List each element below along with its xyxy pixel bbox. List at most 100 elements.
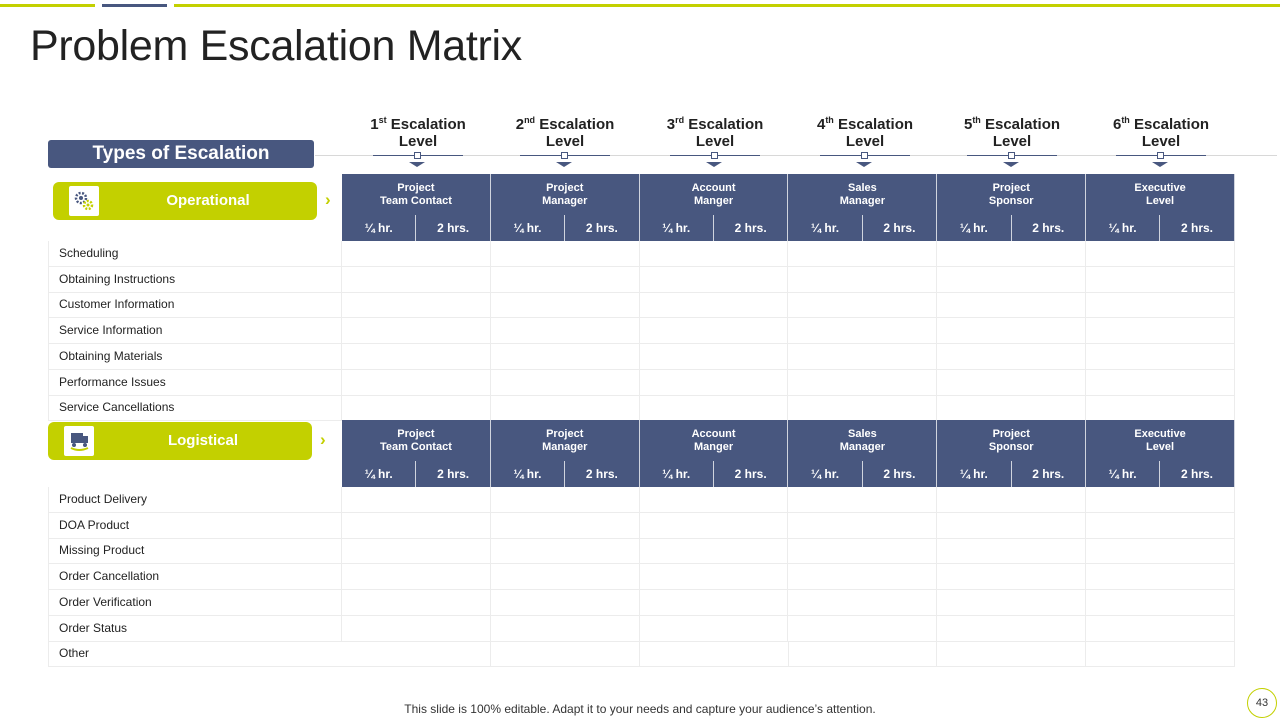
table-cell[interactable] xyxy=(937,369,1087,396)
table-cell[interactable] xyxy=(1086,487,1235,513)
table-cell[interactable] xyxy=(342,395,491,422)
table-cell[interactable] xyxy=(490,266,640,293)
table-cell[interactable] xyxy=(788,395,938,422)
table-cell[interactable] xyxy=(490,369,640,396)
table-cell[interactable] xyxy=(937,241,1087,267)
table-cell[interactable] xyxy=(937,512,1087,539)
table-cell[interactable] xyxy=(342,487,491,513)
table-cell[interactable] xyxy=(937,292,1087,319)
table-cell[interactable] xyxy=(1086,512,1235,539)
table-cell[interactable] xyxy=(639,241,789,267)
table-cell[interactable] xyxy=(490,538,640,565)
table-cell[interactable] xyxy=(937,343,1087,370)
category-pill: Logistical xyxy=(48,422,312,460)
table-cell[interactable] xyxy=(490,292,640,319)
table-cell[interactable] xyxy=(788,241,938,267)
table-cell[interactable] xyxy=(788,487,938,513)
table-cell[interactable] xyxy=(639,538,789,565)
table-cell[interactable] xyxy=(639,615,789,642)
table-cell[interactable] xyxy=(937,318,1087,345)
table-cell[interactable] xyxy=(490,395,640,422)
table-cell[interactable] xyxy=(490,241,640,267)
table-cell[interactable] xyxy=(1086,266,1235,293)
table-cell[interactable] xyxy=(1086,395,1235,422)
table-cell[interactable] xyxy=(639,369,789,396)
table-cell[interactable] xyxy=(639,318,789,345)
table-cell[interactable] xyxy=(937,564,1087,591)
down-arrow-icon xyxy=(409,162,425,167)
table-cell[interactable] xyxy=(937,538,1087,565)
table-cell[interactable] xyxy=(788,615,938,642)
table-cell[interactable] xyxy=(1086,292,1235,319)
table-cell[interactable] xyxy=(639,292,789,319)
role-name: Executive Level xyxy=(1134,181,1186,207)
table-cell[interactable] xyxy=(490,318,640,345)
table-cell[interactable] xyxy=(342,512,491,539)
table-cell[interactable] xyxy=(937,395,1087,422)
table-cell[interactable] xyxy=(1086,241,1235,267)
table-cell[interactable] xyxy=(1086,538,1235,565)
table-cell[interactable] xyxy=(639,641,789,668)
table-cell[interactable] xyxy=(1086,615,1235,642)
level-line1: Escalation xyxy=(688,116,764,133)
role-name: Project Manager xyxy=(542,181,588,207)
level-line1: Escalation xyxy=(390,116,466,133)
category-label: Operational xyxy=(166,192,250,209)
table-cell[interactable] xyxy=(1086,641,1236,668)
table-cell[interactable] xyxy=(342,292,491,319)
table-cell[interactable] xyxy=(937,266,1087,293)
table-cell[interactable] xyxy=(342,318,491,345)
table-cell[interactable] xyxy=(937,589,1087,616)
table-cell[interactable] xyxy=(1086,369,1235,396)
table-cell[interactable] xyxy=(788,369,938,396)
table-cell[interactable] xyxy=(1086,564,1235,591)
table-cell[interactable] xyxy=(342,266,491,293)
table-cell[interactable] xyxy=(342,589,491,616)
table-cell[interactable] xyxy=(788,318,938,345)
table-cell[interactable] xyxy=(639,395,789,422)
table-cell[interactable] xyxy=(1086,343,1235,370)
table-cell[interactable] xyxy=(490,615,640,642)
escalation-level-label: 2nd Escalation Level xyxy=(490,112,640,150)
level-line2: Level xyxy=(845,133,885,150)
table-cell[interactable] xyxy=(788,641,938,668)
table-cell[interactable] xyxy=(788,564,938,591)
table-cell[interactable] xyxy=(788,266,938,293)
table-cell[interactable] xyxy=(342,564,491,591)
time-cell: 2 hrs. xyxy=(416,215,491,241)
table-cell[interactable] xyxy=(639,266,789,293)
row-label: Obtaining Instructions xyxy=(48,266,342,293)
table-cell[interactable] xyxy=(490,589,640,616)
table-cell[interactable] xyxy=(639,343,789,370)
table-cell[interactable] xyxy=(788,512,938,539)
table-cell[interactable] xyxy=(639,564,789,591)
table-cell[interactable] xyxy=(788,343,938,370)
table-cell[interactable] xyxy=(788,292,938,319)
table-cell[interactable] xyxy=(788,589,938,616)
table-cell[interactable] xyxy=(639,487,789,513)
level-line1: Escalation xyxy=(539,116,615,133)
table-cell[interactable] xyxy=(491,641,640,668)
table-cell[interactable] xyxy=(937,487,1087,513)
table-cell[interactable] xyxy=(639,512,789,539)
table-cell[interactable] xyxy=(342,241,491,267)
table-cell[interactable] xyxy=(1086,589,1235,616)
table-cell[interactable] xyxy=(490,487,640,513)
page-number: 43 xyxy=(1247,688,1277,718)
table-cell[interactable] xyxy=(342,369,491,396)
table-cell[interactable] xyxy=(937,615,1087,642)
down-arrow-icon xyxy=(706,162,722,167)
table-cell[interactable] xyxy=(490,343,640,370)
row-label: Order Status xyxy=(48,615,342,642)
table-cell[interactable] xyxy=(788,538,938,565)
table-cell[interactable] xyxy=(342,343,491,370)
role-header-cell: Project Manager xyxy=(490,420,640,461)
table-cell[interactable] xyxy=(342,538,491,565)
down-arrow-icon xyxy=(1003,162,1019,167)
table-cell[interactable] xyxy=(1086,318,1235,345)
table-cell[interactable] xyxy=(342,615,491,642)
table-cell[interactable] xyxy=(639,589,789,616)
table-cell[interactable] xyxy=(490,564,640,591)
table-cell[interactable] xyxy=(490,512,640,539)
table-cell[interactable] xyxy=(937,641,1087,668)
